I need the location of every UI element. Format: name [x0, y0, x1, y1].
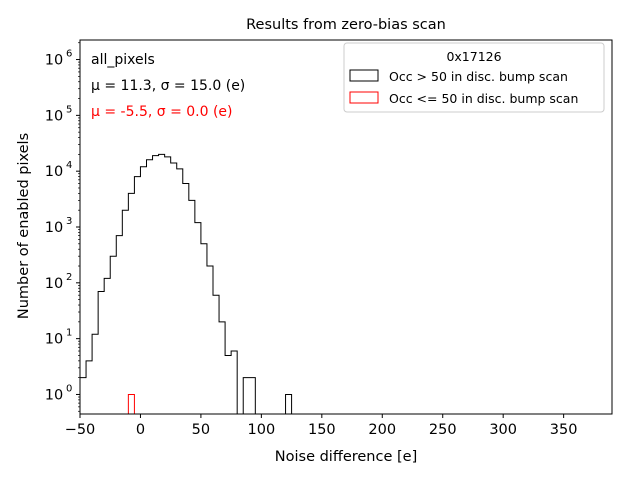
x-tick-label-5: 200: [368, 422, 396, 438]
y-tick-exponent-1: 1: [66, 328, 72, 339]
legend-entry-red: Occ <= 50 in disc. bump scan: [389, 91, 578, 106]
y-tick-label-3: 10: [45, 220, 63, 236]
y-tick-exponent-3: 3: [66, 216, 72, 227]
legend-swatch-black: [349, 69, 379, 82]
legend-title: 0x17126: [446, 49, 501, 64]
histogram-series-0: [79, 153, 298, 415]
histogram-series-1: [127, 393, 135, 414]
plot-layer: [79, 153, 298, 415]
x-tick-label-7: 300: [489, 422, 517, 438]
x-tick-label-3: 100: [248, 422, 276, 438]
chart-title: Results from zero-bias scan: [246, 17, 446, 33]
y-axis-label: Number of enabled pixels: [16, 133, 32, 319]
y-tick-exponent-5: 5: [66, 104, 72, 115]
y-tick-label-5: 10: [45, 108, 63, 124]
y-tick-exponent-6: 6: [66, 49, 72, 60]
annotation-stats-red: μ = -5.5, σ = 0.0 (e): [91, 104, 233, 120]
legend-frame: [343, 42, 605, 113]
x-tick-label-6: 250: [429, 422, 457, 438]
y-tick-exponent-0: 0: [66, 383, 72, 394]
x-tick-label-4: 150: [308, 422, 336, 438]
x-axis-label: Noise difference [e]: [275, 449, 417, 465]
x-tick-label-1: 0: [136, 422, 145, 438]
annotation-all-pixels: all_pixels: [91, 52, 155, 68]
legend-entry-black: Occ > 50 in disc. bump scan: [389, 69, 568, 84]
y-tick-label-4: 10: [45, 164, 63, 180]
x-tick-label-8: 350: [550, 422, 578, 438]
y-tick-exponent-2: 2: [66, 272, 72, 283]
annotation-stats-black: μ = 11.3, σ = 15.0 (e): [91, 78, 245, 94]
x-tick-label-2: 50: [192, 422, 210, 438]
y-tick-label-1: 10: [45, 332, 63, 348]
legend: 0x17126 Occ > 50 in disc. bump scan Occ …: [343, 42, 605, 113]
y-tick-label-6: 10: [45, 53, 63, 69]
x-tick-label-0: −50: [65, 422, 96, 438]
y-tick-label-2: 10: [45, 276, 63, 292]
y-tick-exponent-4: 4: [66, 160, 72, 171]
legend-swatch-red: [349, 91, 379, 104]
y-tick-label-0: 10: [45, 387, 63, 403]
